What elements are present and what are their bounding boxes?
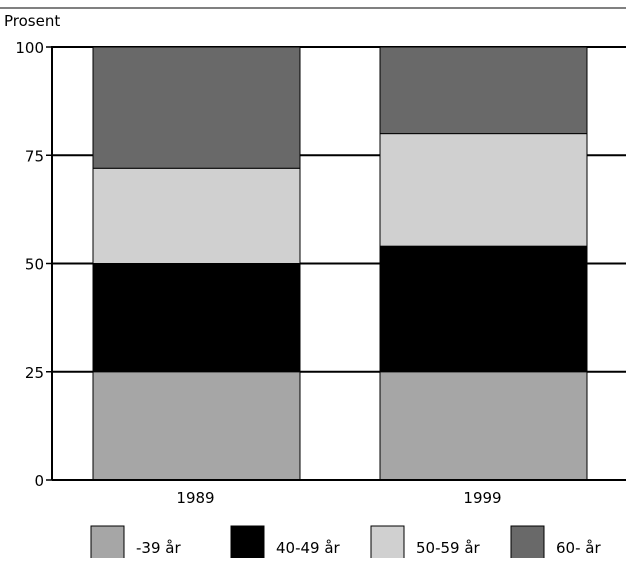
bar-segment-1989-series-4	[92, 46, 301, 169]
legend-label-3: 50-59 år	[416, 539, 481, 557]
y-tick-label: 25	[25, 364, 44, 382]
bar-segment-1989-series-2	[92, 263, 301, 373]
axes: Prosent 0 25 50 75 100 1989 1999	[4, 12, 626, 507]
legend-swatch-3	[370, 525, 405, 560]
bar-segment-1999-series-3	[379, 133, 588, 247]
y-axis-label: Prosent	[4, 12, 60, 30]
bar-segment-1999-series-4	[379, 46, 588, 135]
x-tick-label-1989: 1989	[176, 489, 214, 507]
legend-swatch-4	[510, 525, 545, 560]
bar-segment-1989-series-1	[92, 371, 301, 481]
legend-label-2: 40-49 år	[276, 539, 341, 557]
legend-swatch-2	[230, 525, 265, 560]
legend-swatch-1	[90, 525, 125, 560]
bar-segment-1989-series-3	[92, 167, 301, 265]
bar-segment-1999-series-2	[379, 245, 588, 373]
x-tick-label-1999: 1999	[463, 489, 501, 507]
y-tick-label: 50	[25, 256, 44, 274]
y-tick-label: 75	[25, 147, 44, 165]
bar-segment-1999-series-1	[379, 371, 588, 481]
y-tick-label: 0	[34, 472, 44, 490]
legend: -39 år 40-49 år 50-59 år 60- år	[90, 525, 601, 560]
legend-label-4: 60- år	[556, 539, 601, 557]
legend-label-1: -39 år	[136, 539, 181, 557]
bars	[92, 46, 588, 481]
y-tick-label: 100	[15, 39, 44, 57]
